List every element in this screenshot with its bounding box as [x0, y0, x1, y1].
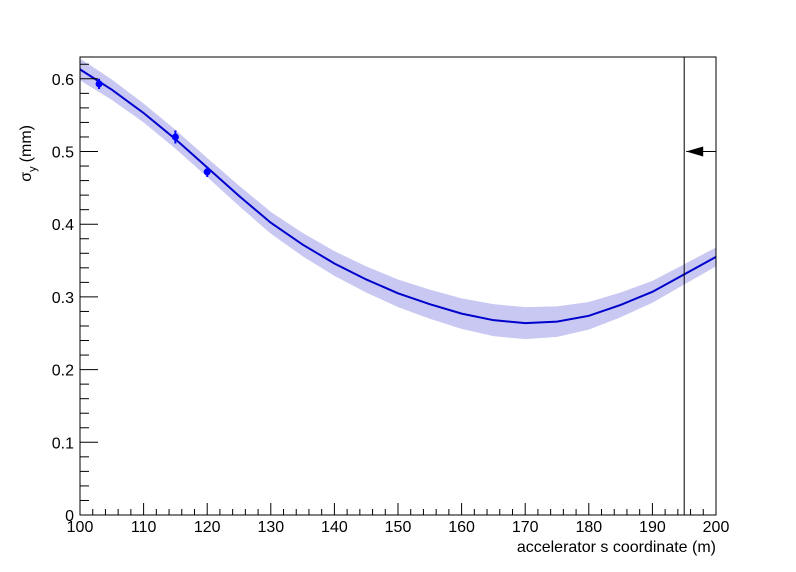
x-tick-label: 180 — [575, 519, 602, 536]
x-axis-title: accelerator s coordinate (m) — [517, 539, 716, 556]
fit-line — [79, 68, 717, 325]
y-tick-label: 0.5 — [52, 145, 74, 162]
data-point — [203, 168, 211, 176]
x-tick-label: 190 — [639, 519, 666, 536]
y-axis-unit: (mm) — [18, 125, 35, 162]
arrow-head — [686, 146, 704, 157]
x-tick-label: 120 — [194, 519, 221, 536]
y-tick-label: 0 — [65, 508, 74, 525]
y-tick-label: 0.2 — [52, 363, 74, 380]
y-axis-subscript: y — [27, 166, 39, 172]
x-tick-label: 170 — [512, 519, 539, 536]
data-point — [95, 80, 103, 88]
x-tick-label: 200 — [703, 519, 730, 536]
y-tick-label: 0.4 — [52, 217, 74, 234]
y-tick-label: 0.6 — [52, 72, 74, 89]
x-tick-label: 100 — [67, 519, 94, 536]
fit-band — [80, 58, 716, 340]
plot-area: 100 110 120 130 140 150 160 170 180 190 200 0 0.1 0.2… — [52, 56, 730, 536]
x-tick-label: 160 — [448, 519, 475, 536]
data-point — [171, 133, 179, 141]
y-axis-title: σy (mm) — [18, 125, 39, 182]
x-tick-label: 150 — [385, 519, 412, 536]
y-tick-label: 0.1 — [52, 435, 74, 452]
x-tick-label: 110 — [131, 519, 157, 536]
y-axis-symbol: σ — [18, 172, 35, 182]
x-tick-label: 130 — [257, 519, 284, 536]
x-tick-label: 140 — [321, 519, 348, 536]
y-tick-label: 0.3 — [52, 290, 74, 307]
